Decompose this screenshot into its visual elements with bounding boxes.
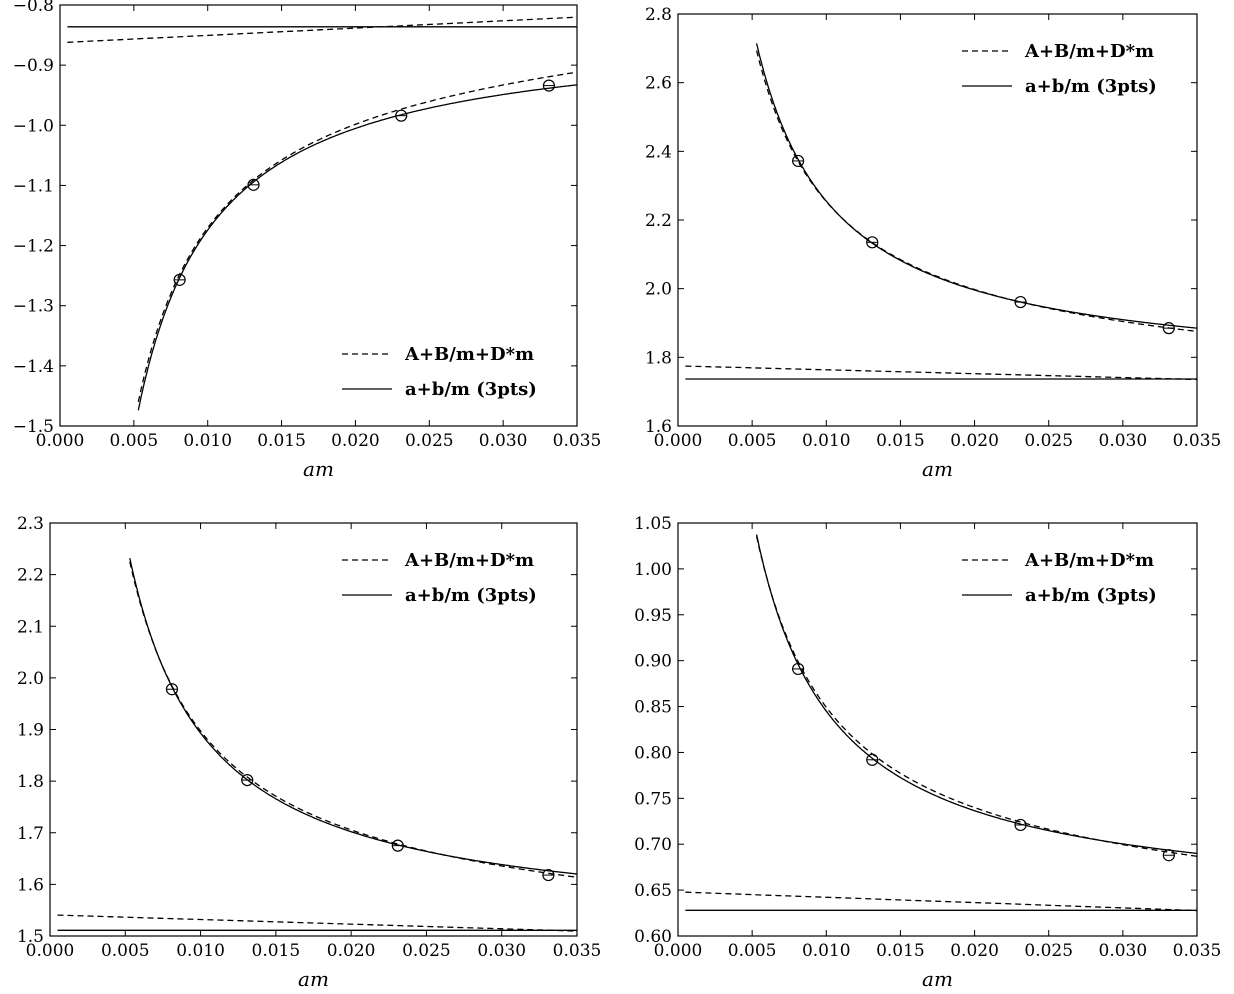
plot-frame [49,522,578,937]
y-tick-label: 0.95 [634,606,672,626]
y-tick-label: 0.90 [634,652,672,672]
plot-frame [677,522,1198,937]
x-axis-label: am [922,457,953,481]
x-tick-label: 0.005 [728,431,777,451]
x-tick-label: 0.020 [950,431,999,451]
x-tick-label: 0.005 [728,941,777,961]
x-tick-label: 0.000 [36,431,85,451]
legend-label: a+b/m (3pts) [405,585,537,606]
y-tick-label: 0.70 [634,835,672,855]
x-tick-label: 0.000 [654,941,703,961]
y-tick-label: 0.65 [634,881,672,901]
x-tick-label: 0.025 [1024,431,1073,451]
legend-label: A+B/m+D*m [1024,550,1154,571]
y-tick-label: 1.7 [17,824,44,844]
x-tick-label: 0.030 [477,941,526,961]
x-tick-label: 0.025 [402,941,451,961]
y-tick-label: 2.3 [17,514,44,534]
x-tick-label: 0.000 [26,941,75,961]
y-tick-label: −1.2 [13,237,54,257]
x-axis-label: am [298,967,329,991]
y-tick-label: 0.80 [634,743,672,763]
x-tick-label: 0.035 [553,941,602,961]
fit-curve-solid [755,43,1198,329]
x-tick-label: 0.025 [1024,941,1073,961]
baseline-dashed [685,891,1198,912]
x-tick-label: 0.030 [1099,431,1148,451]
x-tick-label: 0.010 [802,431,851,451]
y-tick-label: 2.6 [645,74,672,94]
fit-curve-dashed [129,561,578,878]
y-tick-label: −0.9 [13,56,54,76]
y-tick-label: 1.9 [17,721,44,741]
fit-curve-solid [755,534,1198,855]
x-tick-label: 0.015 [876,431,925,451]
y-tick-label: 0.75 [634,789,672,809]
y-tick-label: 0.60 [634,927,672,947]
y-tick-label: 0.85 [634,698,672,718]
legend-label: A+B/m+D*m [404,550,534,571]
x-tick-label: 0.035 [1173,941,1222,961]
y-tick-label: 2.8 [645,5,672,25]
legend-label: a+b/m (3pts) [1025,76,1157,97]
y-tick-label: 2.0 [645,280,672,300]
x-axis-label: am [303,457,334,481]
x-tick-label: 0.015 [876,941,925,961]
x-tick-label: 0.035 [553,431,602,451]
x-tick-label: 0.005 [110,431,159,451]
chart-panel-4: 0.000 0.005 0.010 0.015 0.020 0.025 0.030 0.035… [634,514,1221,991]
x-tick-label: 0.030 [479,431,528,451]
legend-label: A+B/m+D*m [404,344,534,365]
y-tick-label: 2.4 [645,142,672,162]
chart-panel-2: 0.000 0.005 0.010 0.015 0.020 0.025 0.030 0.035… [645,5,1221,481]
x-tick-label: 0.010 [176,941,225,961]
fit-curve-dashed [137,71,578,403]
y-tick-label: −1.1 [13,176,54,196]
baseline-dashed [57,914,578,932]
y-tick-label: 2.1 [17,617,44,637]
fit-curve-solid [137,84,578,411]
y-tick-label: 2.2 [17,566,44,586]
baseline-dashed [685,365,1198,381]
x-tick-label: 0.035 [1173,431,1222,451]
x-axis-label: am [922,967,953,991]
x-tick-label: 0.025 [405,431,454,451]
x-tick-label: 0.015 [252,941,301,961]
y-tick-label: −1.4 [13,357,54,377]
plot-frame [59,4,578,427]
y-tick-label: −1.0 [13,116,54,136]
y-tick-label: 1.5 [17,927,44,947]
fit-curve-dashed [755,536,1198,857]
x-tick-label: 0.005 [101,941,150,961]
x-tick-label: 0.015 [257,431,306,451]
x-tick-label: 0.020 [950,941,999,961]
y-tick-label: −1.3 [13,297,54,317]
x-tick-label: 0.020 [331,431,380,451]
y-tick-label: 1.00 [634,560,672,580]
x-tick-label: 0.010 [183,431,232,451]
x-tick-label: 0.000 [654,431,703,451]
y-tick-label: 1.8 [645,348,672,368]
y-tick-label: 1.05 [634,514,672,534]
legend-label: A+B/m+D*m [1024,41,1154,62]
y-tick-label: 2.0 [17,669,44,689]
chart-panel-3: 0.000 0.005 0.010 0.015 0.020 0.025 0.030 0.035… [17,514,601,991]
y-tick-label: 1.6 [645,417,672,437]
legend-label: a+b/m (3pts) [405,379,537,400]
y-tick-label: 1.8 [17,772,44,792]
y-tick-label: −0.8 [13,0,54,16]
x-tick-label: 0.020 [327,941,376,961]
y-tick-label: 1.6 [17,875,44,895]
fit-curve-solid [129,558,578,875]
y-tick-label: −1.5 [13,417,54,437]
y-tick-label: 2.2 [645,211,672,231]
x-tick-label: 0.030 [1099,941,1148,961]
chart-panel-1: 0.000 0.005 0.010 0.015 0.020 0.025 0.030 0.035… [13,0,602,481]
baseline-dashed [67,16,578,43]
legend-label: a+b/m (3pts) [1025,585,1157,606]
x-tick-label: 0.010 [802,941,851,961]
plot-frame [677,13,1198,427]
